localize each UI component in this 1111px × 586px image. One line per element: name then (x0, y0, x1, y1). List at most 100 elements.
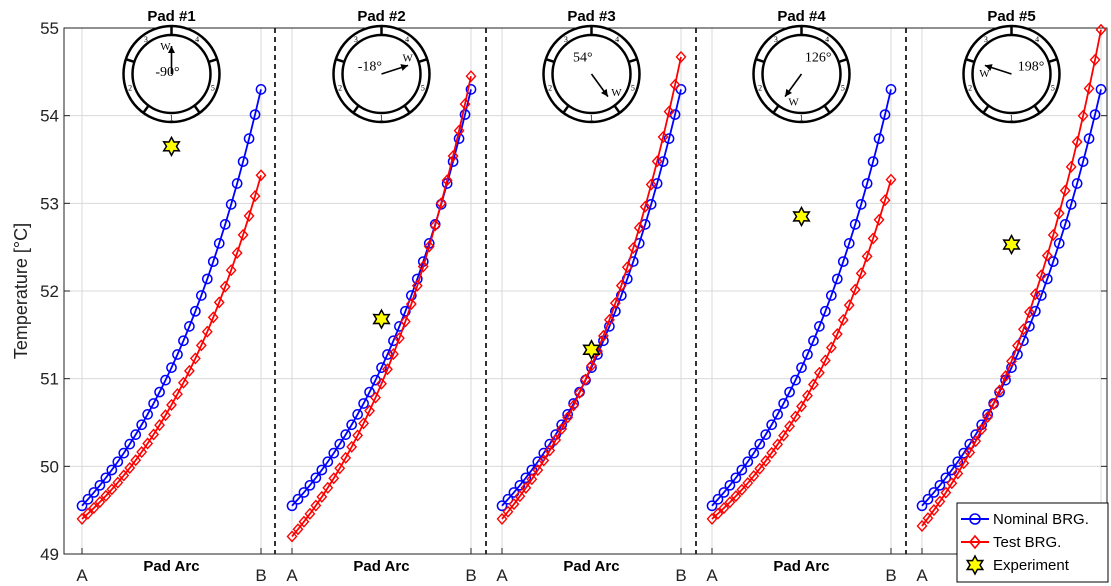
legend-test-marker (968, 534, 982, 550)
dial-pad-divider (335, 57, 345, 64)
legend-entry-nominal: Nominal BRG. (961, 511, 1089, 528)
dial-arrow-head (601, 88, 608, 97)
pad-5-test-point (970, 435, 982, 448)
dial-pad-number: 1 (800, 114, 804, 123)
pad-2-test-point (292, 523, 304, 536)
pad-2-nominal-line (291, 89, 472, 507)
pad-2-test-point (346, 440, 358, 453)
pad-2-test-point (334, 462, 346, 475)
pad-2-test-point (286, 530, 298, 543)
pad-3-test-point (603, 313, 615, 326)
pad-3-test-point (663, 105, 675, 118)
dial-pad-number: 4 (1035, 35, 1039, 44)
pad-4-test-point (706, 512, 718, 525)
dial-pad-number: 5 (631, 83, 635, 92)
pad-1-nominal-point (166, 362, 177, 373)
pad-2-test-point (441, 174, 453, 187)
pad-2-nominal-point (304, 479, 316, 491)
pad-3-test-point (574, 386, 586, 399)
pad-5-test-point (952, 467, 964, 480)
pad-1-nominal-point (154, 386, 165, 398)
pad-5-test-point (940, 486, 952, 499)
pad-4-test-point (730, 490, 742, 503)
pad-2-test-point (387, 348, 399, 361)
pad-4-test-point (718, 502, 730, 515)
pad-1-nominal-point (207, 256, 219, 267)
pad-4-nominal-point (825, 290, 837, 301)
pad-1-test-line (81, 175, 262, 520)
y-tick-label: 52 (40, 282, 59, 301)
pad-5-nominal-point (1095, 84, 1107, 95)
pad-4-nominal-point (814, 321, 825, 332)
pad-1-test-point (213, 296, 225, 309)
pad-2-test-line (291, 76, 472, 538)
pad-1-nominal-point (124, 438, 136, 450)
pad-3-test-point (657, 130, 669, 144)
pad-1-test-point (112, 476, 124, 489)
dial-pad-number: 2 (128, 83, 132, 92)
pad-4-test-point (712, 507, 724, 520)
dial-pad-divider (125, 57, 135, 64)
pad-4-test-point (784, 420, 796, 433)
pad-4-nominal-point (831, 273, 843, 285)
pad-1-test-point (225, 264, 237, 277)
dial-pad-number: 2 (338, 83, 342, 92)
pad-5-test-point (1065, 160, 1077, 173)
pad-2-nominal-point (382, 349, 393, 360)
pad-1-nominal-point (142, 408, 153, 420)
pad-1-nominal-point (160, 374, 171, 386)
series-layer (76, 23, 1107, 543)
pad-5-test-point (916, 519, 928, 532)
dial-pad-number: 1 (590, 114, 594, 123)
pad-2-nominal-point (334, 438, 346, 450)
dial-pad-number: 1 (1010, 114, 1014, 123)
pad-3-test-point (645, 178, 657, 191)
dial-pad-number: 4 (615, 35, 619, 44)
pad-2-nominal-point (292, 493, 304, 505)
pad-2-test-point (465, 70, 477, 83)
dial-pad-number: 2 (548, 83, 552, 92)
pad-4-nominal-point (855, 199, 867, 210)
pad-5-nominal-point (1035, 290, 1047, 301)
pad-1-test-point (255, 169, 267, 182)
pad-5-nominal-point (994, 386, 1005, 398)
dial-pad-divider (982, 104, 990, 114)
pad-4-nominal-point (820, 305, 831, 317)
pad-1-test-point (183, 364, 195, 377)
pad-1-test-point (243, 209, 255, 222)
pad-2-test-point (393, 332, 405, 345)
pad-1-test-point (118, 469, 130, 482)
pad-4-test-point (831, 328, 843, 341)
pad-1-nominal-point (178, 335, 189, 347)
pad-5-test-point (1035, 269, 1047, 282)
pad-4-test-point (802, 389, 813, 402)
pad-4-test-point (760, 454, 772, 468)
pad-3-nominal-point (610, 305, 621, 317)
pad-1-test-point (237, 228, 249, 241)
pad-4-nominal-point (766, 419, 778, 431)
pad-1-nominal-point (82, 493, 94, 505)
pad-2-test-point (364, 404, 376, 417)
pad-5-test-point (1089, 53, 1101, 66)
pad-1-bearing-dial: 1 2 3 4 5 -90° W (122, 24, 221, 124)
pad-1-nominal-point (190, 305, 201, 317)
pad-4-nominal-point (873, 133, 885, 144)
dial-arrow-head (400, 64, 409, 71)
pad-4-nominal-point (748, 447, 760, 459)
pad-4-nominal-point (849, 218, 861, 230)
pad-2-nominal-point (328, 447, 340, 459)
pad-5-nominal-point (1053, 238, 1065, 249)
pad-4-nominal-point (837, 256, 849, 267)
pad-1-test-point (207, 311, 219, 324)
pad-2-nominal-point (352, 408, 363, 420)
pad-3-test-point (568, 399, 580, 412)
pad-3-test-point (675, 50, 687, 63)
pad-5-nominal-point (1077, 156, 1089, 167)
pad-2-test-point (376, 377, 387, 390)
pad-3-experiment-point (582, 339, 601, 361)
dial-pad-number: 3 (144, 35, 148, 44)
pad-2-nominal-point (298, 487, 310, 498)
pad-2-arc-label: Pad Arc (353, 558, 409, 575)
dial-load-label: W (160, 41, 171, 53)
